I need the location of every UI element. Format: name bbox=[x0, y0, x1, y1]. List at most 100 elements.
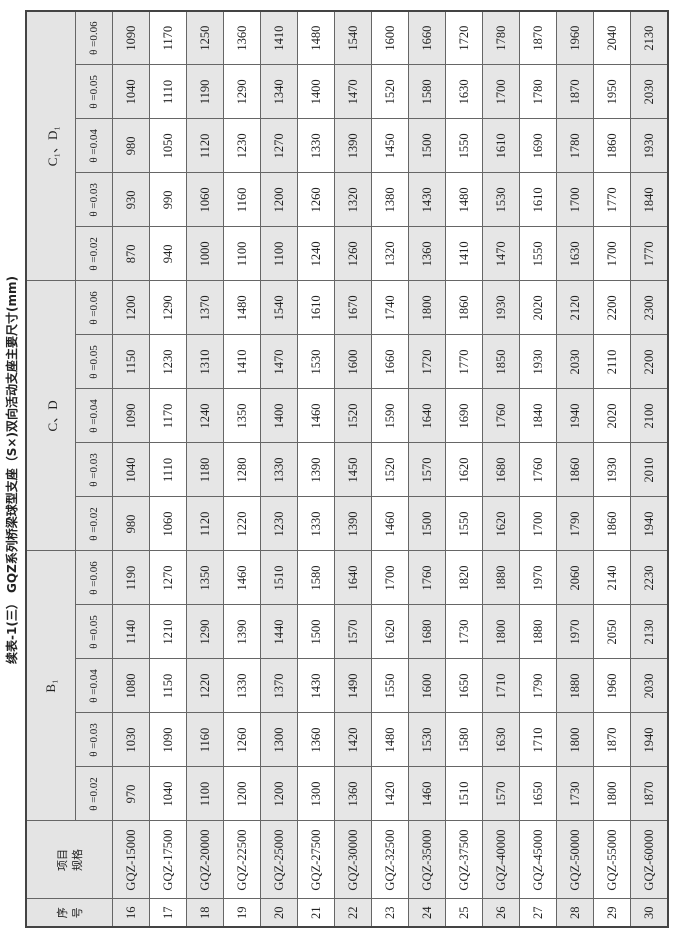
cell-b1: 1880 bbox=[556, 659, 594, 713]
cell-c1d1: 1500 bbox=[408, 118, 446, 173]
header-theta: θ =0.04 bbox=[75, 659, 113, 713]
cell-cd: 1720 bbox=[408, 334, 446, 389]
cell-cd: 1040 bbox=[112, 442, 150, 497]
cell-c1d1: 1260 bbox=[334, 226, 372, 281]
table-row: 18 GQZ-20000 1100 1160 1220 1290 1350 1120 1180 1… bbox=[186, 10, 224, 927]
cell-cd: 1860 bbox=[445, 280, 483, 335]
cell-c1d1: 1700 bbox=[556, 172, 594, 227]
cell-c1d1: 1720 bbox=[445, 10, 483, 65]
cell-b1: 1600 bbox=[408, 659, 446, 713]
cell-no: 17 bbox=[149, 899, 187, 927]
header-spec: 项目 规格 bbox=[26, 821, 113, 899]
cell-b1: 1420 bbox=[371, 767, 409, 821]
header-theta: θ =0.03 bbox=[75, 713, 113, 767]
cell-cd: 1930 bbox=[593, 442, 631, 497]
cell-b1: 1510 bbox=[445, 767, 483, 821]
cell-c1d1: 1450 bbox=[371, 118, 409, 173]
cell-b1: 2230 bbox=[630, 550, 668, 605]
cell-b1: 1220 bbox=[186, 659, 224, 713]
header-theta: θ =0.04 bbox=[75, 388, 113, 443]
cell-c1d1: 980 bbox=[112, 118, 150, 173]
cell-c1d1: 1380 bbox=[371, 172, 409, 227]
cell-c1d1: 1000 bbox=[186, 226, 224, 281]
cell-no: 23 bbox=[371, 899, 409, 927]
cell-c1d1: 1700 bbox=[593, 226, 631, 281]
cell-b1: 1640 bbox=[334, 550, 372, 605]
table-row: 23 GQZ-32500 1420 1480 1550 1620 1700 1460 1520 1… bbox=[371, 10, 409, 927]
cell-cd: 1570 bbox=[408, 442, 446, 497]
cell-cd: 1120 bbox=[186, 496, 224, 551]
cell-b1: 1960 bbox=[593, 659, 631, 713]
cell-cd: 1790 bbox=[556, 496, 594, 551]
cell-c1d1: 1270 bbox=[260, 118, 298, 173]
cell-spec: GQZ-35000 bbox=[408, 821, 446, 899]
cell-c1d1: 1240 bbox=[297, 226, 335, 281]
cell-cd: 1450 bbox=[334, 442, 372, 497]
cell-spec: GQZ-22500 bbox=[223, 821, 261, 899]
cell-b1: 1100 bbox=[186, 767, 224, 821]
cell-cd: 1840 bbox=[519, 388, 557, 443]
cell-c1d1: 1630 bbox=[445, 64, 483, 119]
cell-b1: 2060 bbox=[556, 550, 594, 605]
cell-cd: 1740 bbox=[371, 280, 409, 335]
cell-no: 20 bbox=[260, 899, 298, 927]
cell-b1: 1870 bbox=[630, 767, 668, 821]
cell-c1d1: 870 bbox=[112, 226, 150, 281]
header-theta: θ =0.02 bbox=[75, 767, 113, 821]
cell-b1: 1390 bbox=[223, 605, 261, 659]
cell-spec: GQZ-25000 bbox=[260, 821, 298, 899]
cell-spec: GQZ-60000 bbox=[630, 821, 668, 899]
table-row: 28 GQZ-50000 1730 1800 1880 1970 2060 1790 1860 1… bbox=[556, 10, 594, 927]
cell-cd: 1310 bbox=[186, 334, 224, 389]
cell-c1d1: 1860 bbox=[593, 118, 631, 173]
cell-no: 28 bbox=[556, 899, 594, 927]
cell-b1: 1650 bbox=[445, 659, 483, 713]
cell-c1d1: 1410 bbox=[260, 10, 298, 65]
cell-cd: 1280 bbox=[223, 442, 261, 497]
cell-b1: 1300 bbox=[260, 713, 298, 767]
cell-cd: 1600 bbox=[334, 334, 372, 389]
cell-c1d1: 1110 bbox=[149, 64, 187, 119]
cell-cd: 1480 bbox=[223, 280, 261, 335]
cell-cd: 1110 bbox=[149, 442, 187, 497]
cell-spec: GQZ-15000 bbox=[112, 821, 150, 899]
cell-b1: 1260 bbox=[223, 713, 261, 767]
cell-b1: 2140 bbox=[593, 550, 631, 605]
cell-cd: 2020 bbox=[593, 388, 631, 443]
cell-spec: GQZ-55000 bbox=[593, 821, 631, 899]
cell-b1: 1200 bbox=[223, 767, 261, 821]
cell-c1d1: 1610 bbox=[482, 118, 520, 173]
cell-c1d1: 1550 bbox=[519, 226, 557, 281]
cell-c1d1: 1950 bbox=[593, 64, 631, 119]
cell-b1: 1460 bbox=[408, 767, 446, 821]
cell-c1d1: 1580 bbox=[408, 64, 446, 119]
cell-cd: 1150 bbox=[112, 334, 150, 389]
cell-c1d1: 1320 bbox=[334, 172, 372, 227]
cell-spec: GQZ-30000 bbox=[334, 821, 372, 899]
table-body: 16 GQZ-15000 970 1030 1080 1140 1190 980 1040 109… bbox=[112, 10, 668, 927]
cell-b1: 2130 bbox=[630, 605, 668, 659]
cell-c1d1: 1120 bbox=[186, 118, 224, 173]
cell-b1: 1200 bbox=[260, 767, 298, 821]
cell-c1d1: 1050 bbox=[149, 118, 187, 173]
cell-cd: 1940 bbox=[556, 388, 594, 443]
cell-b1: 1210 bbox=[149, 605, 187, 659]
rotated-table-page: 续表-1(三） GQZ系列桥梁球型支座（S×)双向活动支座主要尺寸(mm) 序 … bbox=[0, 9, 670, 928]
cell-c1d1: 1290 bbox=[223, 64, 261, 119]
cell-b1: 1080 bbox=[112, 659, 150, 713]
cell-b1: 1630 bbox=[482, 713, 520, 767]
cell-cd: 1220 bbox=[223, 496, 261, 551]
cell-c1d1: 1770 bbox=[593, 172, 631, 227]
cell-b1: 1620 bbox=[371, 605, 409, 659]
cell-cd: 1330 bbox=[297, 496, 335, 551]
table-row: 19 GQZ-22500 1200 1260 1330 1390 1460 1220 1280 1… bbox=[223, 10, 261, 927]
cell-cd: 1460 bbox=[371, 496, 409, 551]
cell-cd: 2200 bbox=[630, 334, 668, 389]
cell-b1: 1500 bbox=[297, 605, 335, 659]
cell-c1d1: 1630 bbox=[556, 226, 594, 281]
header-theta: θ =0.05 bbox=[75, 334, 113, 389]
cell-no: 18 bbox=[186, 899, 224, 927]
cell-c1d1: 1470 bbox=[482, 226, 520, 281]
cell-cd: 1860 bbox=[593, 496, 631, 551]
cell-cd: 2120 bbox=[556, 280, 594, 335]
